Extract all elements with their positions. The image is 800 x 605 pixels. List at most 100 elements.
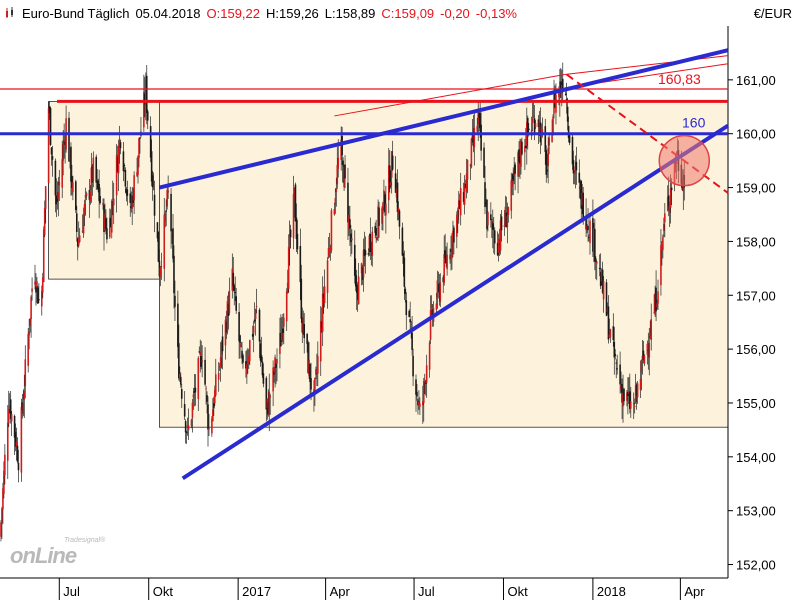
candle-body: [498, 244, 501, 246]
candle-body: [35, 286, 37, 293]
candle-body: [425, 365, 428, 383]
candle-body: [186, 425, 189, 427]
candle-body: [164, 213, 167, 222]
candle-body: [136, 172, 138, 176]
candle-body: [295, 217, 298, 240]
candle-body: [385, 203, 387, 216]
candle-body: [582, 192, 584, 220]
candle-body: [58, 181, 61, 186]
candle-body: [54, 160, 57, 196]
candle-body: [340, 139, 342, 161]
candle-body: [191, 402, 194, 418]
candle-body: [491, 221, 493, 224]
candle-body: [341, 136, 343, 156]
candle-body: [480, 124, 482, 151]
candle-body: [51, 156, 54, 160]
candle-body: [511, 179, 514, 187]
candle-body: [357, 276, 360, 305]
candle-body: [227, 303, 230, 316]
candle-body: [449, 254, 451, 260]
candle-body: [302, 317, 305, 334]
candle-body: [443, 254, 445, 283]
candle-body: [326, 260, 329, 293]
candle-body: [0, 522, 2, 537]
candle-body: [578, 172, 581, 183]
candle-body: [564, 93, 567, 95]
candle-body: [213, 403, 215, 409]
candle-body: [424, 382, 427, 384]
candle-body: [640, 359, 643, 373]
candle-body: [14, 432, 17, 447]
candle-body: [37, 287, 39, 304]
candle-body: [527, 128, 530, 131]
candle-body: [367, 253, 370, 255]
candle-body: [105, 218, 107, 229]
candle-body: [428, 342, 431, 370]
candle-body: [548, 137, 550, 146]
candle-body: [240, 344, 242, 348]
candle-body: [82, 214, 85, 234]
candle-body: [642, 350, 645, 361]
candle-body: [260, 355, 263, 363]
candle-body: [411, 332, 413, 350]
candle-body: [299, 245, 302, 283]
candle-body: [308, 359, 310, 377]
candle-body: [328, 248, 331, 253]
candle-body: [199, 352, 202, 356]
candle-body: [130, 206, 133, 208]
candle-body: [170, 193, 172, 232]
candle-body: [374, 226, 376, 233]
candle-body: [586, 225, 588, 231]
y-tick-label: 156,00: [736, 342, 776, 357]
candle-body: [231, 268, 234, 291]
candle-body: [314, 377, 316, 390]
candle-body: [309, 363, 311, 383]
candle-body: [254, 309, 257, 319]
candle-body: [363, 249, 366, 257]
candle-body: [477, 111, 480, 125]
candle-body: [394, 173, 397, 193]
candle-body: [612, 326, 615, 341]
candle-body: [552, 116, 554, 136]
candle-body: [220, 342, 223, 355]
candle-body: [595, 258, 597, 262]
candle-body: [261, 361, 264, 376]
candle-body: [31, 288, 33, 292]
candle-body: [472, 132, 475, 143]
candle-body: [177, 303, 179, 348]
candle-body: [458, 200, 461, 209]
candle-body: [629, 391, 631, 409]
candle-body: [620, 385, 622, 390]
candle-body: [664, 213, 666, 223]
candle-body: [336, 165, 339, 185]
candle-body: [356, 288, 359, 300]
candle-body: [156, 222, 159, 239]
candle-body: [606, 307, 609, 312]
candle-body: [207, 404, 209, 430]
candle-body: [151, 175, 154, 188]
dashed-down-trendline: [566, 73, 729, 194]
candle-body: [281, 329, 283, 341]
candle-body: [115, 154, 118, 196]
candle-body: [153, 194, 156, 216]
candle-body: [89, 191, 92, 202]
candle-body: [116, 157, 119, 172]
candle-body: [228, 290, 231, 313]
candle-body: [574, 166, 577, 174]
candle-body: [129, 193, 132, 203]
candle-body: [473, 127, 476, 148]
candle-body: [38, 299, 40, 301]
candle-body: [376, 237, 378, 240]
candle-body: [402, 253, 405, 264]
candle-body: [558, 92, 560, 97]
candle-body: [602, 280, 605, 300]
candle-body: [512, 173, 514, 181]
candle-body: [493, 230, 496, 244]
candle-body: [415, 379, 417, 395]
candle-body: [226, 301, 229, 332]
candle-body: [496, 242, 499, 256]
symbol-title: Euro-Bund Täglich: [22, 5, 130, 21]
candle-body: [273, 371, 275, 375]
candle-body: [159, 267, 162, 277]
